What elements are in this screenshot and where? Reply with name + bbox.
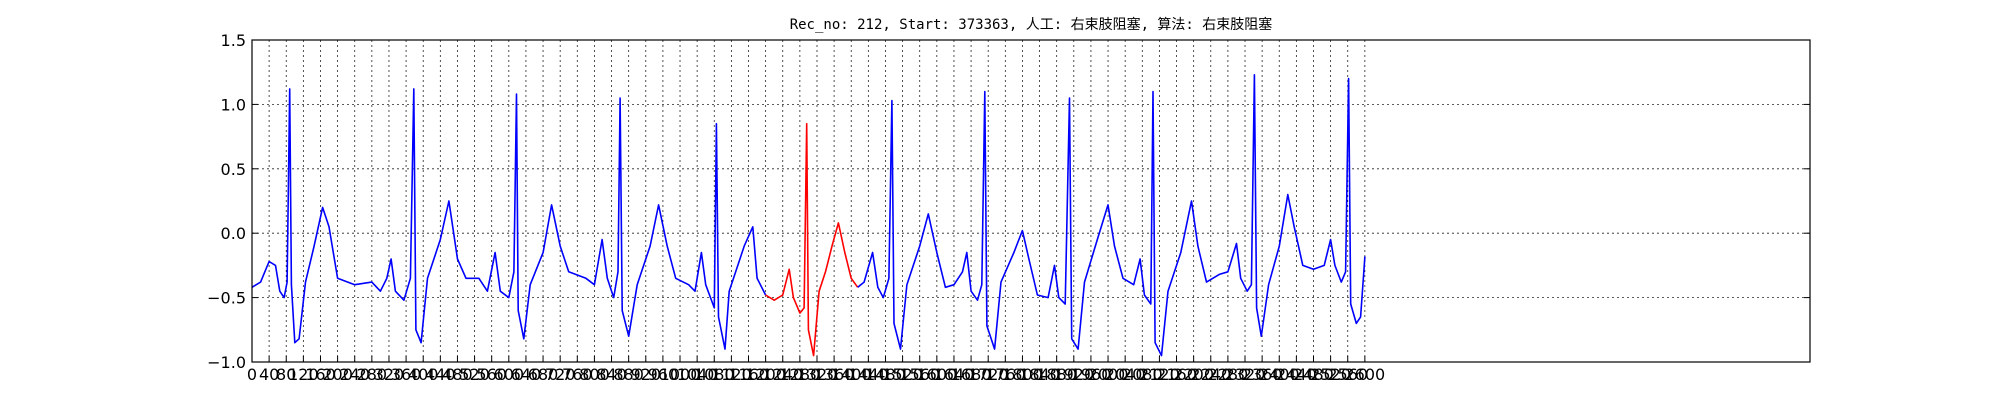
y-tick-label: 1.5 [221,31,246,50]
x-tick-label: 2280 [1208,365,1249,384]
x-tick-label: 1240 [762,365,803,384]
x-tick-label: 2400 [1259,365,1300,384]
x-tick-label: 1280 [780,365,821,384]
y-tick-label: 0.0 [221,224,246,243]
x-tick-label: 1720 [968,365,1009,384]
x-tick-label: 120 [288,365,319,384]
grid [252,40,1810,362]
series-layer [251,74,1366,357]
x-tick-label: 1560 [899,365,940,384]
y-tick-label: −0.5 [207,289,246,308]
x-tick-label: 600 [494,365,525,384]
x-tick-label: 2440 [1276,365,1317,384]
x-tick-label: 1800 [1002,365,1043,384]
y-tick-label: 0.5 [221,160,246,179]
x-tick-label: 1360 [814,365,855,384]
x-tick-label: 720 [545,365,576,384]
x-tick-label: 2520 [1310,365,1351,384]
y-axis-ticks: −1.0 −0.5 0.0 0.5 1.0 1.5 [207,31,1810,372]
ecg-segment-normal [857,74,1366,357]
x-tick-label: 1000 [660,365,701,384]
ecg-segment-normal [251,88,767,350]
x-tick-label: 80 [276,365,296,384]
x-tick-label: 1640 [934,365,975,384]
x-tick-label: 2560 [1327,365,1368,384]
x-tick-label: 1520 [882,365,923,384]
x-tick-label: 880 [613,365,644,384]
x-tick-label: 1920 [1053,365,1094,384]
x-tick-label: 840 [596,365,627,384]
x-tick-label: 320 [374,365,405,384]
x-tick-label: 1440 [848,365,889,384]
y-tick-label: −1.0 [207,353,246,372]
x-tick-label: 2480 [1293,365,1334,384]
x-tick-label: 1880 [1036,365,1077,384]
x-tick-label: 2080 [1122,365,1163,384]
x-tick-label: 280 [357,365,388,384]
x-tick-label: 2320 [1225,365,1266,384]
x-tick-label: 1160 [728,365,769,384]
x-tick-label: 1760 [985,365,1026,384]
x-tick-label: 40 [259,365,279,384]
x-tick-label: 2200 [1173,365,1214,384]
x-tick-label: 1040 [677,365,718,384]
x-tick-label: 960 [648,365,679,384]
x-tick-label: 560 [476,365,507,384]
x-tick-label: 400 [408,365,439,384]
x-tick-label: 680 [528,365,559,384]
x-tick-label: 360 [391,365,422,384]
chart-title: Rec_no: 212, Start: 373363, 人工: 右束肢阻塞, 算… [790,16,1273,33]
x-tick-label: 480 [442,365,473,384]
plot-frame [251,39,1811,363]
y-tick-label: 1.0 [221,95,246,114]
x-tick-label: 760 [562,365,593,384]
x-tick-label: 440 [425,365,456,384]
x-tick-label: 2040 [1105,365,1146,384]
x-tick-label: 240 [339,365,370,384]
x-tick-label: 2160 [1156,365,1197,384]
x-tick-label: 2000 [1088,365,1129,384]
x-tick-label: 640 [511,365,542,384]
x-tick-label: 920 [631,365,662,384]
x-tick-label: 1320 [797,365,838,384]
x-axis-ticks: 0 408012016020024028032036040044048052056… [247,356,1385,384]
x-tick-label: 2360 [1242,365,1283,384]
x-tick-label: 1120 [711,365,752,384]
x-tick-label: 800 [579,365,610,384]
x-tick-label: 1680 [951,365,992,384]
x-tick-label: 1600 [916,365,957,384]
x-tick-label: 1080 [694,365,735,384]
ecg-segment-highlight [765,122,859,357]
x-tick-label: 2120 [1139,365,1180,384]
x-tick-label: 160 [305,365,336,384]
x-tick-label: 1840 [1019,365,1060,384]
x-tick-label: 0 [247,365,257,384]
x-tick-label: 1200 [745,365,786,384]
x-tick-label: 200 [322,365,353,384]
x-tick-label: 2240 [1190,365,1231,384]
x-tick-label: 2600 [1344,365,1385,384]
x-tick-label: 1480 [865,365,906,384]
x-tick-label: 1960 [1071,365,1112,384]
x-tick-label: 520 [459,365,490,384]
x-tick-label: 1400 [831,365,872,384]
